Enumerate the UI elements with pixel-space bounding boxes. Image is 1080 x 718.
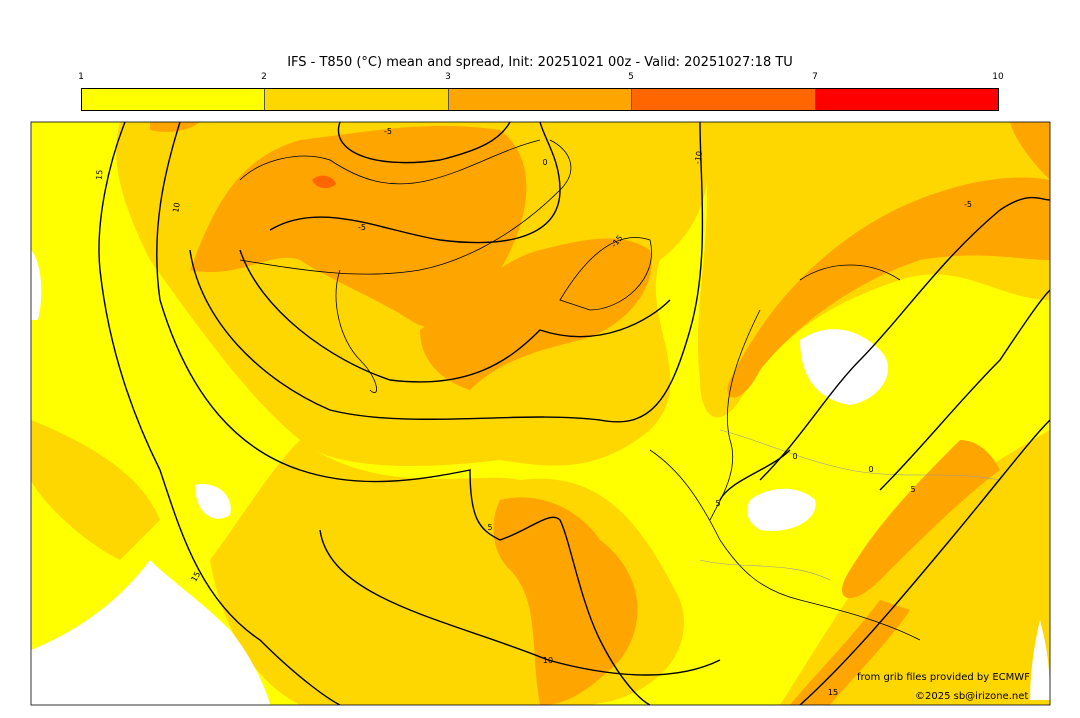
contour-label: 5 (487, 523, 492, 532)
contour-label: 15 (828, 688, 838, 697)
contour-label: -5 (964, 200, 972, 209)
contour-label: 0 (792, 452, 797, 461)
map-title: IFS - T850 (°C) mean and spread, Init: 2… (287, 55, 793, 70)
colorbar-tick: 3 (445, 72, 451, 82)
borders (699, 429, 1001, 581)
colorbar-segment (448, 89, 633, 110)
low-spread-areas (31, 250, 1050, 705)
colorbar-tick: 1 (78, 72, 84, 82)
contour-label: 15 (189, 570, 202, 583)
source-credit: from grib files provided by ECMWF (857, 672, 1030, 683)
contour-label: -5 (384, 127, 392, 136)
contour-label: 5 (715, 499, 720, 508)
contour-label: -5 (358, 223, 366, 232)
contour-label: 15 (95, 169, 105, 180)
contour-label: -10 (693, 150, 704, 164)
colorbar-segment (815, 89, 999, 110)
contour-label: 5 (910, 485, 915, 494)
map-frame (30, 121, 1051, 706)
spread-5-7-area (312, 175, 336, 189)
colorbar-tick: 7 (812, 72, 818, 82)
contour-labels: 15 10 -5 0 -10 -15 -5 0 5 0 5 5 10 15 15… (95, 127, 972, 697)
colorbar-segment (82, 89, 266, 110)
colorbar-tick: 2 (261, 72, 267, 82)
colorbar-segment (632, 89, 816, 110)
colorbar-segment (265, 89, 449, 110)
colorbar-tick: 10 (992, 72, 1004, 82)
temperature-contours (98, 122, 1050, 705)
contour-label: 10 (543, 656, 553, 665)
copyright-credit: ©2025 sb@irizone.net (915, 691, 1029, 702)
colorbar-tick: 5 (628, 72, 634, 82)
contour-label: 10 (171, 202, 182, 214)
contour-label: 0 (542, 158, 547, 167)
colorbar (81, 88, 999, 111)
contour-label: 0 (868, 465, 873, 474)
